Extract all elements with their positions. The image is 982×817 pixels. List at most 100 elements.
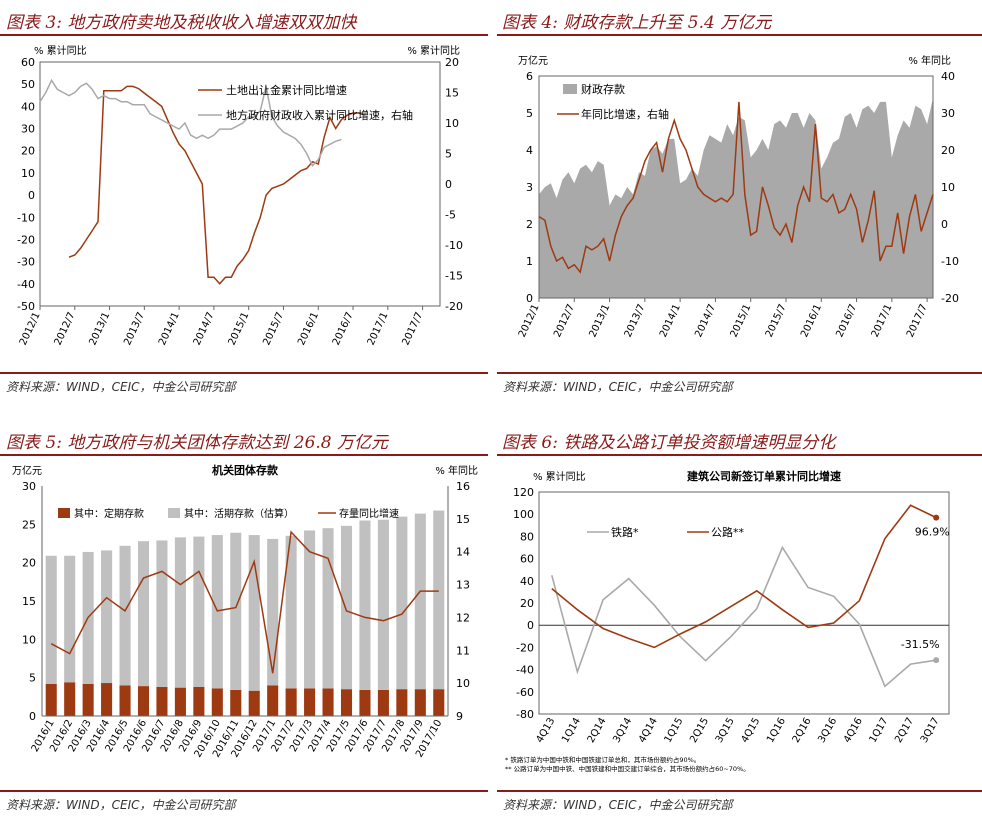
y-left-tick-label: -40 bbox=[17, 278, 35, 291]
bar-time-deposit bbox=[101, 683, 113, 716]
bar-time-deposit bbox=[119, 685, 131, 716]
bar-time-deposit bbox=[414, 689, 426, 716]
y-right-tick-label: -20 bbox=[445, 300, 463, 313]
x-tick-label: 2017/7 bbox=[905, 303, 930, 340]
y-tick-label: 20 bbox=[520, 597, 534, 610]
legend-label: 存量同比增速 bbox=[339, 507, 399, 520]
y-right-tick-label: -5 bbox=[445, 209, 456, 222]
x-tick-label: 2016/1 bbox=[296, 311, 321, 348]
x-tick-label: 2014/7 bbox=[693, 303, 718, 340]
y-left-tick-label: 0 bbox=[526, 292, 533, 305]
x-tick-label: 2017/1 bbox=[366, 311, 391, 348]
y-left-tick-label: 2 bbox=[526, 218, 533, 231]
annotation-label: 96.9% bbox=[915, 526, 950, 539]
plot-frame bbox=[538, 491, 950, 715]
y-left-tick-label: 40 bbox=[21, 100, 35, 113]
y-left-tick-label: 5 bbox=[29, 672, 36, 685]
series-line bbox=[39, 78, 342, 168]
x-tick-label: 2014/1 bbox=[658, 303, 683, 340]
bar-time-deposit bbox=[285, 688, 297, 716]
legend-label: 公路** bbox=[711, 526, 744, 539]
x-tick-label: 2014/7 bbox=[192, 311, 217, 348]
x-tick-label: 4Q14 bbox=[637, 716, 660, 745]
x-tick-label: 2012/7 bbox=[53, 311, 78, 348]
bar-demand-deposit bbox=[433, 510, 445, 690]
footnote: * 铁路订单为中国中铁和中国铁建订单总和，其市场份额约占90%。 bbox=[505, 755, 700, 764]
legend-label: 地方政府财政收入累计同比增速，右轴 bbox=[226, 108, 413, 122]
y-right-tick-label: 11 bbox=[456, 644, 470, 657]
panel3-source: 资料来源：WIND，CEIC，中金公司研究部 bbox=[6, 798, 236, 812]
stock-growth-line bbox=[50, 530, 439, 674]
y-left-axis-label: 万亿元 bbox=[518, 54, 548, 67]
legend-swatch bbox=[168, 508, 180, 518]
x-tick-label: 2012/7 bbox=[552, 303, 577, 340]
y-left-tick-label: 10 bbox=[22, 633, 36, 646]
panel4-source: 资料来源：WIND，CEIC，中金公司研究部 bbox=[503, 798, 733, 812]
bar-time-deposit bbox=[137, 686, 150, 716]
legend-label: 土地出让金累计同比增速 bbox=[226, 83, 347, 97]
y-left-tick-label: 10 bbox=[21, 167, 35, 180]
bar-demand-deposit bbox=[230, 532, 242, 690]
series-end-marker bbox=[933, 657, 940, 664]
bar-demand-deposit bbox=[267, 538, 279, 686]
y-right-tick-label: 10 bbox=[941, 181, 955, 194]
y-right-tick-label: 16 bbox=[456, 480, 470, 493]
x-tick-label: 2015/7 bbox=[261, 311, 286, 348]
panel1-title-rule bbox=[0, 34, 488, 36]
y-tick-label: -60 bbox=[516, 686, 534, 699]
y-right-axis-label: % 累计同比 bbox=[407, 44, 460, 57]
y-left-tick-label: 30 bbox=[21, 123, 35, 136]
series-end-marker bbox=[933, 514, 940, 521]
x-tick-label: 3Q17 bbox=[919, 716, 942, 745]
legend-swatch bbox=[58, 508, 70, 518]
x-tick-label: 2014/1 bbox=[157, 311, 182, 348]
bar-demand-deposit bbox=[174, 537, 186, 688]
x-tick-label: 4Q16 bbox=[842, 716, 865, 745]
chart-fiscal-deposits: 0 1 2 3 4 5 6 -20 -10 0 10 20 30 40 万亿元 % 年同比 2012/1 2012… bbox=[517, 54, 959, 340]
panel3-title: 图表 5: 地方政府与机关团体存款达到 26.8 万亿元 bbox=[6, 433, 389, 453]
y-left-tick-label: 3 bbox=[526, 181, 533, 194]
panel3-title-rule bbox=[0, 454, 488, 456]
y-tick-label: 40 bbox=[520, 575, 534, 588]
x-tick-label: 2013/7 bbox=[122, 311, 147, 348]
chart-title: 机关团体存款 bbox=[212, 463, 279, 477]
panel1-source-rule bbox=[0, 372, 488, 374]
y-right-tick-label: -15 bbox=[445, 270, 463, 283]
chart-orders: 建筑公司新签订单累计同比增速 % 累计同比 -80 -60 -40 -20 0 20 40 60 8… bbox=[505, 469, 950, 773]
y-left-tick-label: -50 bbox=[17, 300, 35, 313]
y-right-tick-label: 0 bbox=[941, 218, 948, 231]
panel2-title: 图表 4: 财政存款上升至 5.4 万亿元 bbox=[502, 13, 772, 33]
bar-demand-deposit bbox=[101, 550, 113, 684]
y-right-tick-label: 15 bbox=[456, 513, 470, 526]
y-left-tick-label: 1 bbox=[526, 255, 533, 268]
footnote: ** 公路订单为中国中铁、中国铁建和中国交建订单综合，其市场份额约占60~70%… bbox=[505, 764, 750, 773]
x-tick-label: 2017/1 bbox=[870, 303, 895, 340]
bar-demand-deposit bbox=[396, 516, 408, 690]
y-left-tick-label: 60 bbox=[21, 56, 35, 69]
y-tick-label: -40 bbox=[516, 664, 534, 677]
y-right-tick-label: 13 bbox=[456, 579, 470, 592]
x-tick-label: 2013/1 bbox=[87, 311, 112, 348]
y-left-axis-label: 万亿元 bbox=[12, 464, 42, 477]
panel3-source-rule bbox=[0, 790, 488, 792]
x-tick-label: 2013/1 bbox=[587, 303, 612, 340]
x-tick-label: 2Q17 bbox=[893, 716, 916, 745]
plot-frame bbox=[538, 75, 934, 299]
yoy-growth-line bbox=[538, 101, 934, 274]
series-line bbox=[551, 545, 937, 688]
y-left-tick-label: 25 bbox=[22, 518, 36, 531]
x-tick-label: 2Q16 bbox=[791, 716, 814, 745]
legend-label: 铁路* bbox=[611, 526, 639, 539]
series-line bbox=[551, 504, 937, 649]
bar-time-deposit bbox=[193, 686, 205, 716]
legend-swatch bbox=[563, 84, 577, 94]
y-left-axis-label: % 累计同比 bbox=[34, 44, 87, 57]
bar-demand-deposit bbox=[211, 535, 223, 689]
bar-demand-deposit bbox=[304, 530, 316, 689]
bar-time-deposit bbox=[248, 690, 260, 716]
y-left-tick-label: 15 bbox=[22, 595, 36, 608]
x-tick-label: 1Q16 bbox=[765, 716, 788, 745]
x-tick-label: 1Q15 bbox=[663, 716, 686, 745]
y-left-tick-label: 0 bbox=[29, 710, 36, 723]
bar-time-deposit bbox=[340, 689, 353, 716]
